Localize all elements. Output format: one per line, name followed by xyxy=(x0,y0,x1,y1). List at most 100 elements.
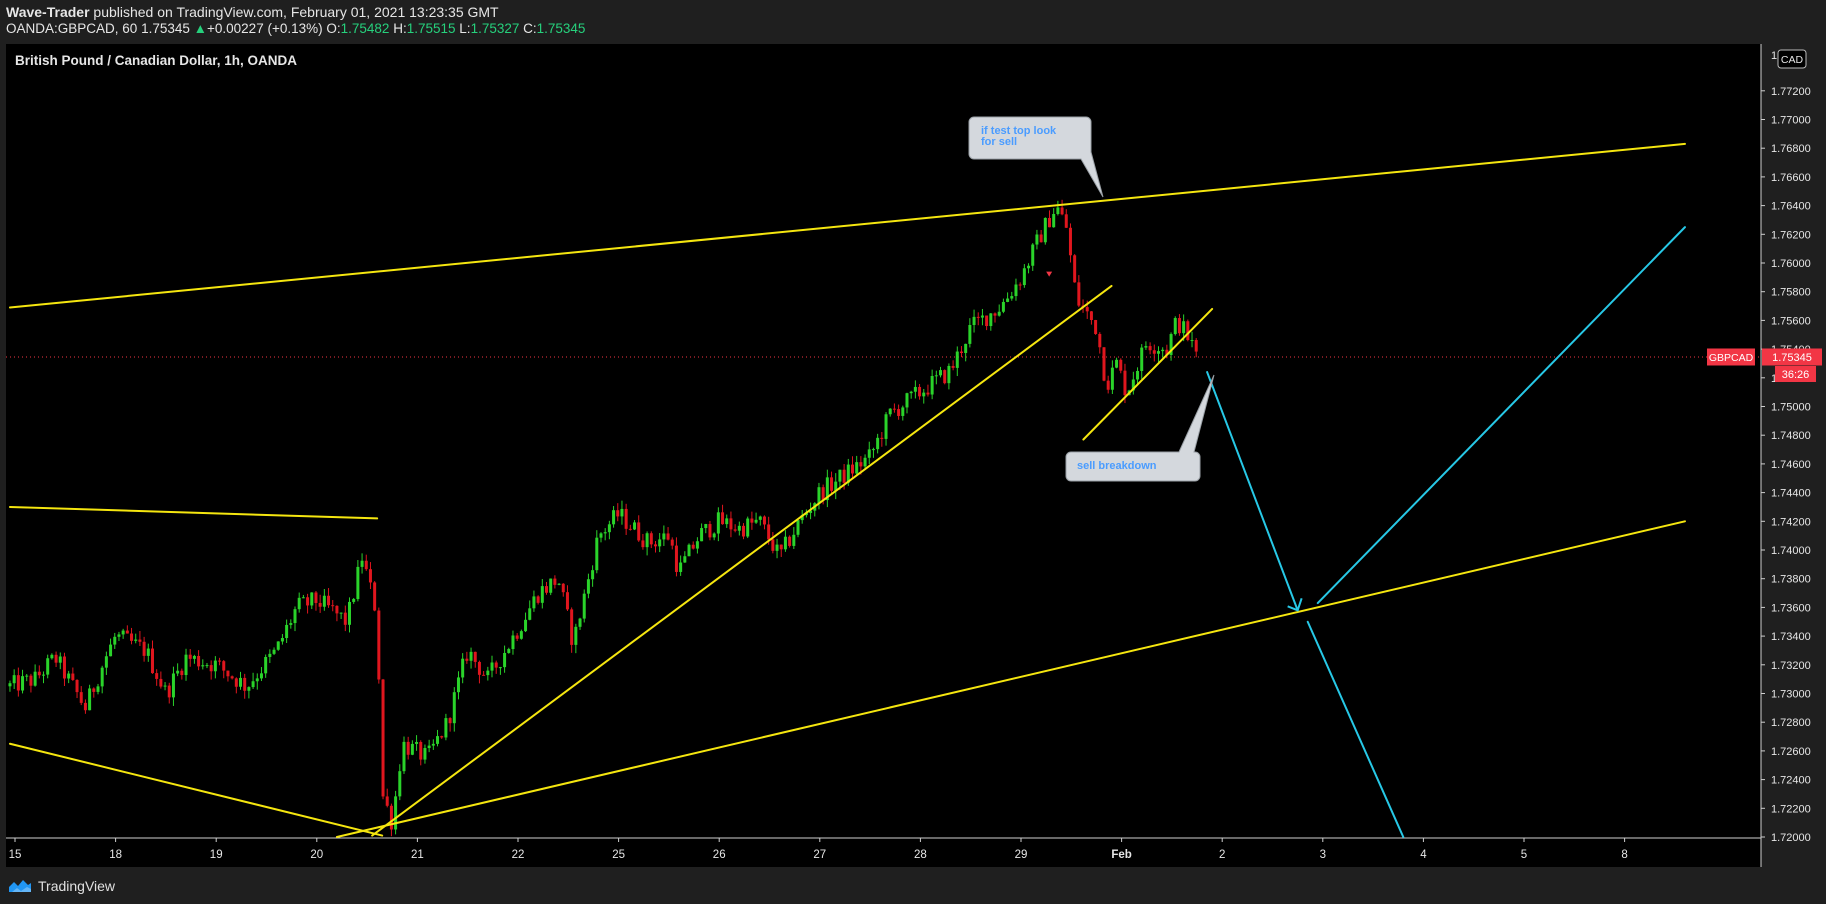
candle-body xyxy=(234,678,238,687)
candle-body xyxy=(310,592,314,606)
close-value: 1.75345 xyxy=(536,21,586,36)
candle-body xyxy=(758,516,762,520)
candle-body xyxy=(1177,318,1181,334)
candle-body xyxy=(1165,349,1169,355)
candle-body xyxy=(477,661,481,675)
candle-body xyxy=(1144,346,1148,348)
candle-body xyxy=(431,743,435,746)
candle-body xyxy=(901,407,905,416)
candle-body xyxy=(683,556,687,563)
candle-body xyxy=(532,596,536,609)
candle-body xyxy=(159,678,163,687)
candle-body xyxy=(259,673,263,679)
x-tick-label: 4 xyxy=(1420,849,1427,861)
candle-body xyxy=(1089,311,1093,321)
candle-body xyxy=(997,311,1001,316)
candle-body xyxy=(985,315,989,327)
candle-body xyxy=(150,648,154,674)
x-tick-label: 8 xyxy=(1621,849,1627,861)
candle-body xyxy=(255,678,259,682)
candle-body xyxy=(117,634,121,637)
candle-body xyxy=(947,365,951,384)
callout-sell-breakdown-text: sell breakdown xyxy=(1077,460,1157,472)
x-tick-label: 18 xyxy=(109,849,122,861)
y-tick-label: 1.73200 xyxy=(1771,660,1811,672)
candle-body xyxy=(616,510,620,517)
candle-body xyxy=(645,533,649,548)
candle-body xyxy=(423,748,427,760)
candle-body xyxy=(846,464,850,483)
candle-body xyxy=(1102,347,1106,381)
candle-body xyxy=(905,393,909,408)
candle-body xyxy=(524,619,528,632)
candle-body xyxy=(842,469,846,483)
candle-body xyxy=(754,519,758,523)
candle-body xyxy=(75,679,79,693)
candle-body xyxy=(71,673,75,680)
candle-body xyxy=(603,532,607,534)
candle-body xyxy=(1027,265,1031,269)
candle-body xyxy=(1136,370,1140,380)
candle-body xyxy=(486,670,490,676)
candle-body xyxy=(276,641,280,650)
candle-body xyxy=(922,392,926,397)
candle-body xyxy=(507,649,511,653)
candle-body xyxy=(511,635,515,650)
high-value: 1.75515 xyxy=(406,21,456,36)
candle-body xyxy=(134,639,138,641)
candle-body xyxy=(12,675,16,684)
candle-body xyxy=(909,391,913,394)
candle-body xyxy=(37,671,41,676)
candle-body xyxy=(25,675,29,677)
low-label: L: xyxy=(459,21,471,36)
candle-body xyxy=(146,648,150,656)
candle-body xyxy=(1035,234,1039,245)
candle-body xyxy=(771,539,775,551)
candle-body xyxy=(297,597,301,610)
candle-body xyxy=(1064,214,1068,228)
projection-down-1 xyxy=(1206,371,1299,612)
candle-body xyxy=(96,686,100,692)
candle-body xyxy=(381,679,385,797)
chart-title: British Pound / Canadian Dollar, 1h, OAN… xyxy=(15,53,297,68)
currency-label: CAD xyxy=(1781,54,1804,66)
candle-body xyxy=(1039,234,1043,243)
currency-button[interactable]: CAD xyxy=(1777,49,1807,69)
high-label: H: xyxy=(393,21,407,36)
y-tick-label: 1.74400 xyxy=(1771,488,1811,500)
candle-body xyxy=(130,633,134,641)
candle-body xyxy=(1001,301,1005,312)
candle-body xyxy=(100,667,104,687)
candle-body xyxy=(352,599,356,602)
candle-body xyxy=(343,612,347,625)
x-tick-label: 21 xyxy=(411,849,424,861)
candle-body xyxy=(1073,255,1077,283)
y-tick-label: 1.77200 xyxy=(1771,86,1811,98)
candle-body xyxy=(188,654,192,659)
candle-body xyxy=(578,618,582,627)
candle-body xyxy=(1156,351,1160,354)
candle-body xyxy=(561,583,565,593)
candle-body xyxy=(637,522,641,541)
candle-body xyxy=(649,533,653,545)
symbol-info: OANDA:GBPCAD, 60 xyxy=(6,21,138,36)
y-tick-label: 1.72200 xyxy=(1771,803,1811,815)
publish-info: Wave-Trader published on TradingView.com… xyxy=(6,4,499,20)
y-tick-label: 1.74800 xyxy=(1771,430,1811,442)
candle-body xyxy=(658,539,662,547)
price-tag-symbol: GBPCAD xyxy=(1709,352,1754,364)
candle-body xyxy=(201,665,205,667)
author-name[interactable]: Wave-Trader xyxy=(6,4,90,20)
tradingview-logo[interactable]: TradingView xyxy=(8,878,115,894)
candle-body xyxy=(641,540,645,548)
projection-down-2 xyxy=(1306,620,1405,838)
candle-body xyxy=(628,528,632,530)
candle-body xyxy=(222,661,226,671)
candle-body xyxy=(83,702,87,711)
drawings xyxy=(8,142,1686,838)
candle-body xyxy=(494,662,498,668)
candle-body xyxy=(92,688,96,692)
candle-body xyxy=(742,525,746,537)
y-tick-label: 1.76000 xyxy=(1771,258,1811,270)
